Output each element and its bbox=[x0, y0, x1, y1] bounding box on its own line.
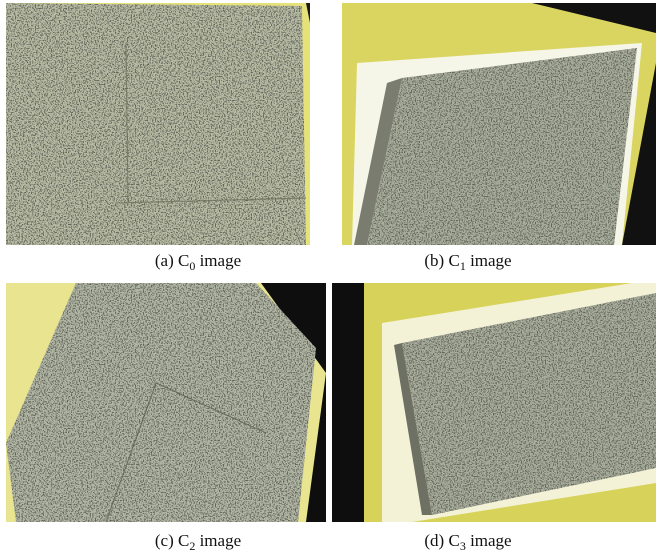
caption-part: image bbox=[200, 251, 242, 270]
photo-c bbox=[6, 283, 326, 522]
caption-part: C bbox=[448, 251, 459, 270]
caption: (d) C3 image bbox=[424, 531, 511, 553]
caption-part: (c) bbox=[155, 531, 174, 550]
photo-d bbox=[332, 283, 656, 522]
photo-b bbox=[342, 3, 656, 245]
caption: (a) C0 image bbox=[155, 251, 241, 273]
photo-a bbox=[6, 3, 310, 245]
caption-part: (d) bbox=[424, 531, 444, 550]
figure: (a) C0 image (b) C1 image (c) C2 image (… bbox=[0, 0, 658, 558]
caption-part: C bbox=[448, 531, 459, 550]
caption-part: C bbox=[178, 251, 189, 270]
caption-part: (a) bbox=[155, 251, 174, 270]
caption-part: C bbox=[178, 531, 189, 550]
caption: (c) C2 image bbox=[155, 531, 241, 553]
caption: (b) C1 image bbox=[424, 251, 511, 273]
caption-part: (b) bbox=[424, 251, 444, 270]
caption-part: image bbox=[200, 531, 242, 550]
caption-part: image bbox=[470, 251, 512, 270]
caption-part: image bbox=[470, 531, 512, 550]
